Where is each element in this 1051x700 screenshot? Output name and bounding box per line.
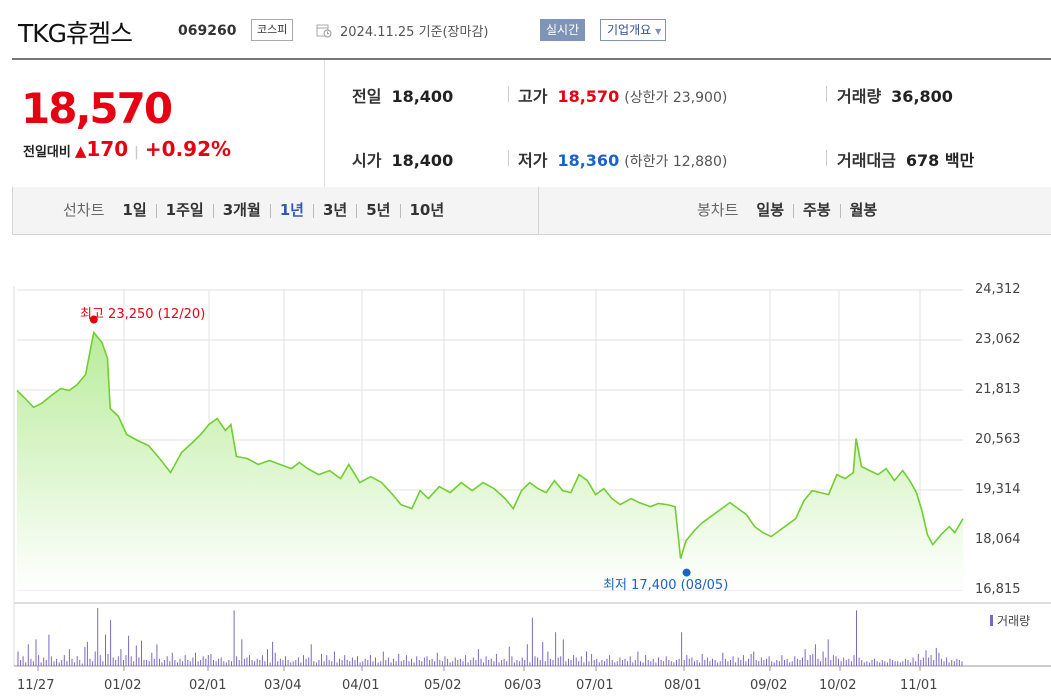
prev-close-field: 전일 18,400 xyxy=(352,83,453,107)
min-price-label: 최저 17,400 (08/05) xyxy=(603,578,729,593)
x-tick-label: 11/27 xyxy=(17,678,55,693)
open-label: 시가 xyxy=(352,151,382,170)
x-tick-label: 04/01 xyxy=(342,678,380,693)
realtime-button[interactable]: 실시간 xyxy=(540,19,586,41)
change-value: 170 xyxy=(86,137,129,161)
tab-10y[interactable]: 10년 xyxy=(409,201,445,219)
price-area xyxy=(17,332,963,590)
amount-label: 거래대금 xyxy=(837,151,896,170)
high-label: 고가 xyxy=(518,87,548,106)
divider xyxy=(826,150,827,166)
low-label: 저가 xyxy=(518,151,548,170)
tab-weekly[interactable]: 주봉 xyxy=(803,201,831,219)
stock-code: 069260 xyxy=(178,23,237,39)
y-tick-label: 18,064 xyxy=(975,532,1021,547)
y-tick-label: 16,815 xyxy=(975,582,1021,597)
divider xyxy=(508,86,509,102)
volume-legend-label: 거래량 xyxy=(997,614,1031,628)
company-overview-dropdown[interactable]: 기업개요 ▼ xyxy=(600,19,667,41)
base-date: 2024.11.25 기준(장마감) xyxy=(340,25,489,40)
change-percent: +0.92% xyxy=(144,137,232,161)
current-price-box: 18,570 전일대비 ▲170 | +0.92% xyxy=(12,60,325,188)
caret-down-icon: ▼ xyxy=(655,27,662,36)
candle-chart-tabs: 봉차트 일봉 주봉 월봉 xyxy=(697,187,877,234)
tab-3m[interactable]: 3개월 xyxy=(222,201,261,219)
y-tick-label: 19,314 xyxy=(975,482,1021,497)
x-tick-label: 08/01 xyxy=(664,678,702,693)
volume-legend: 거래량 xyxy=(990,612,1030,629)
stock-header: TKG휴켐스 069260 코스피 2024.11.25 기준(장마감) 실시간… xyxy=(0,0,1051,58)
market-badge: 코스피 xyxy=(251,19,294,41)
x-tick-label: 10/02 xyxy=(819,678,857,693)
tab-3y[interactable]: 3년 xyxy=(323,201,348,219)
price-line xyxy=(16,330,964,559)
volume-value: 36,800 xyxy=(891,87,953,106)
candle-chart-label: 봉차트 xyxy=(697,201,739,219)
price-chart: 최고 23,250 (12/20) 최저 17,400 (08/05) 24,3… xyxy=(0,236,1051,700)
lower-limit-label: 하한가 xyxy=(629,154,669,170)
stock-name: TKG휴켐스 xyxy=(18,19,133,48)
high-value: 18,570 xyxy=(557,87,620,106)
low-value: 18,360 xyxy=(557,151,620,170)
line-chart-label: 선차트 xyxy=(63,201,105,219)
divider xyxy=(538,187,539,234)
divider: | xyxy=(134,145,139,160)
max-point-marker xyxy=(89,315,98,324)
open-value: 18,400 xyxy=(391,151,454,170)
company-overview-label: 기업개요 xyxy=(607,23,652,37)
lower-limit-value: 12,880 xyxy=(672,154,722,170)
y-tick-label: 21,813 xyxy=(975,382,1021,397)
high-field: 고가 18,570 (상한가 23,900) xyxy=(518,87,728,106)
prev-close-label: 전일 xyxy=(352,87,382,106)
tab-daily[interactable]: 일봉 xyxy=(756,201,785,219)
quote-panel: 18,570 전일대비 ▲170 | +0.92% 전일 18,400 시가 18,400… xyxy=(12,58,1051,189)
tab-5y[interactable]: 5년 xyxy=(366,201,391,219)
upper-limit-value: 23,900 xyxy=(672,90,722,106)
x-tick-label: 05/02 xyxy=(424,678,462,693)
open-field: 시가 18,400 xyxy=(352,147,453,171)
volume-label: 거래량 xyxy=(837,87,882,106)
tab-1y[interactable]: 1년 xyxy=(279,201,304,219)
y-tick-label: 23,062 xyxy=(975,332,1021,347)
x-tick-label: 11/01 xyxy=(900,678,938,693)
divider xyxy=(508,150,509,166)
chart-tabs: 선차트 1일 1주일 3개월 1년 3년 5년 10년 봉차트 일봉 주봉 월봉 xyxy=(12,187,1051,235)
price-chart-svg xyxy=(13,286,1051,671)
x-tick-label: 09/02 xyxy=(750,678,788,693)
change-label: 전일대비 xyxy=(23,145,71,160)
current-price: 18,570 xyxy=(21,84,173,133)
up-arrow-icon: ▲ xyxy=(74,142,87,160)
x-tick-label: 06/03 xyxy=(504,678,542,693)
amount-value: 678 백만 xyxy=(905,151,975,170)
x-tick-label: 02/01 xyxy=(189,678,227,693)
x-tick-label: 01/02 xyxy=(104,678,142,693)
calendar-clock-icon xyxy=(316,24,332,38)
change-row: 전일대비 ▲170 | +0.92% xyxy=(23,137,231,161)
divider xyxy=(826,86,827,102)
tab-monthly[interactable]: 월봉 xyxy=(849,201,878,219)
x-tick-label: 03/04 xyxy=(264,678,302,693)
tab-1d[interactable]: 1일 xyxy=(122,201,147,219)
tab-1w[interactable]: 1주일 xyxy=(165,201,204,219)
low-field: 저가 18,360 (하한가 12,880) xyxy=(518,151,728,170)
upper-limit-label: 상한가 xyxy=(629,90,669,106)
min-point-marker xyxy=(682,568,691,577)
x-tick-label: 07/01 xyxy=(576,678,614,693)
line-chart-tabs: 선차트 1일 1주일 3개월 1년 3년 5년 10년 xyxy=(63,187,444,234)
y-tick-label: 20,563 xyxy=(975,432,1021,447)
prev-close-value: 18,400 xyxy=(391,87,454,106)
amount-field: 거래대금 678 백만 xyxy=(837,147,974,171)
max-price-label: 최고 23,250 (12/20) xyxy=(80,307,206,322)
volume-field: 거래량 36,800 xyxy=(837,83,953,107)
y-tick-label: 24,312 xyxy=(975,282,1021,297)
